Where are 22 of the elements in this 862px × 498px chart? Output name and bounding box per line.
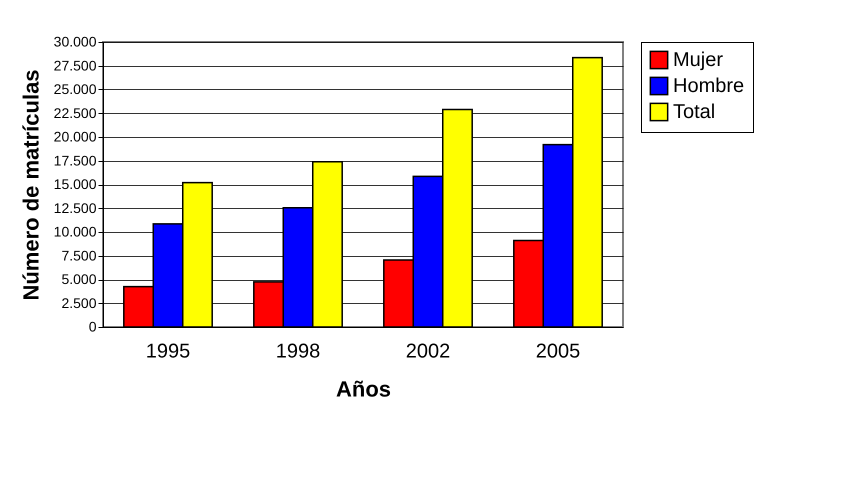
y-tick-label: 17.500 (54, 152, 97, 168)
y-tick-label: 30.000 (54, 34, 97, 50)
y-tick-label: 10.000 (54, 224, 97, 240)
x-tick-label: 2005 (536, 340, 580, 362)
y-tick-label: 22.500 (54, 104, 97, 121)
y-tick-label: 0 (88, 318, 97, 334)
y-axis-title: Número de matrículas (18, 69, 44, 301)
y-tick-label: 2.500 (61, 294, 97, 311)
y-tick-label: 12.500 (54, 200, 97, 216)
legend-label: Hombre (673, 75, 744, 97)
y-tick-label: 5.000 (61, 271, 97, 287)
y-tick-label: 15.000 (54, 176, 97, 192)
x-tick-label: 1995 (146, 340, 190, 362)
y-tick-label: 27.500 (54, 57, 97, 74)
x-tick-label: 1998 (276, 340, 320, 362)
y-tick-label: 25.000 (54, 81, 97, 97)
y-tick-label: 20.000 (54, 128, 97, 144)
y-tick-label: 7.500 (61, 247, 97, 264)
x-axis-title: Años (336, 376, 391, 402)
legend-label: Mujer (673, 49, 724, 71)
legend-label: Total (673, 101, 716, 123)
x-tick-label: 2002 (406, 340, 450, 362)
